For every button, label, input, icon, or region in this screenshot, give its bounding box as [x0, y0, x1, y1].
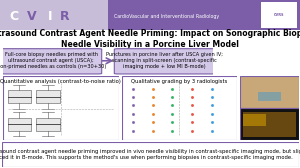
Bar [8, 91, 31, 103]
FancyBboxPatch shape [114, 49, 215, 74]
FancyBboxPatch shape [261, 2, 297, 28]
FancyBboxPatch shape [2, 142, 298, 167]
Text: I: I [48, 10, 52, 23]
Text: C: C [9, 10, 18, 23]
FancyBboxPatch shape [1, 49, 102, 74]
Text: Quantitative analysis (contrast-to-noise ratio): Quantitative analysis (contrast-to-noise… [0, 79, 121, 84]
FancyBboxPatch shape [3, 76, 118, 140]
Bar [37, 91, 60, 103]
Text: Full-core biopsy needles primed with
ultrasound contrast agent (USCA);
non-prime: Full-core biopsy needles primed with ult… [0, 52, 106, 69]
Text: Ultrasound Contrast Agent Needle Priming: Impact on Sonographic Biopsy
Needle Vi: Ultrasound Contrast Agent Needle Priming… [0, 29, 300, 49]
Text: R: R [60, 10, 70, 23]
Bar [240, 76, 298, 108]
Text: CardioVascular and Interventional Radiology: CardioVascular and Interventional Radiol… [114, 14, 219, 19]
Text: Ultrasound contrast agent needle priming improved in vivo needle visibility in c: Ultrasound contrast agent needle priming… [0, 149, 300, 160]
Text: CVRS: CVRS [274, 12, 285, 16]
Bar [257, 92, 281, 101]
Bar [240, 108, 298, 140]
Bar [8, 118, 31, 131]
Text: Qualitative grading by 3 radiologists: Qualitative grading by 3 radiologists [131, 79, 227, 84]
Text: Punctures in porcine liver after USCA given IV;
scanning in split-screen (contra: Punctures in porcine liver after USCA gi… [106, 52, 223, 69]
Bar [243, 114, 266, 126]
FancyBboxPatch shape [0, 0, 108, 30]
Bar [243, 112, 296, 137]
Text: V: V [27, 10, 37, 23]
FancyBboxPatch shape [0, 0, 300, 30]
Bar [37, 118, 60, 131]
FancyBboxPatch shape [122, 76, 237, 140]
